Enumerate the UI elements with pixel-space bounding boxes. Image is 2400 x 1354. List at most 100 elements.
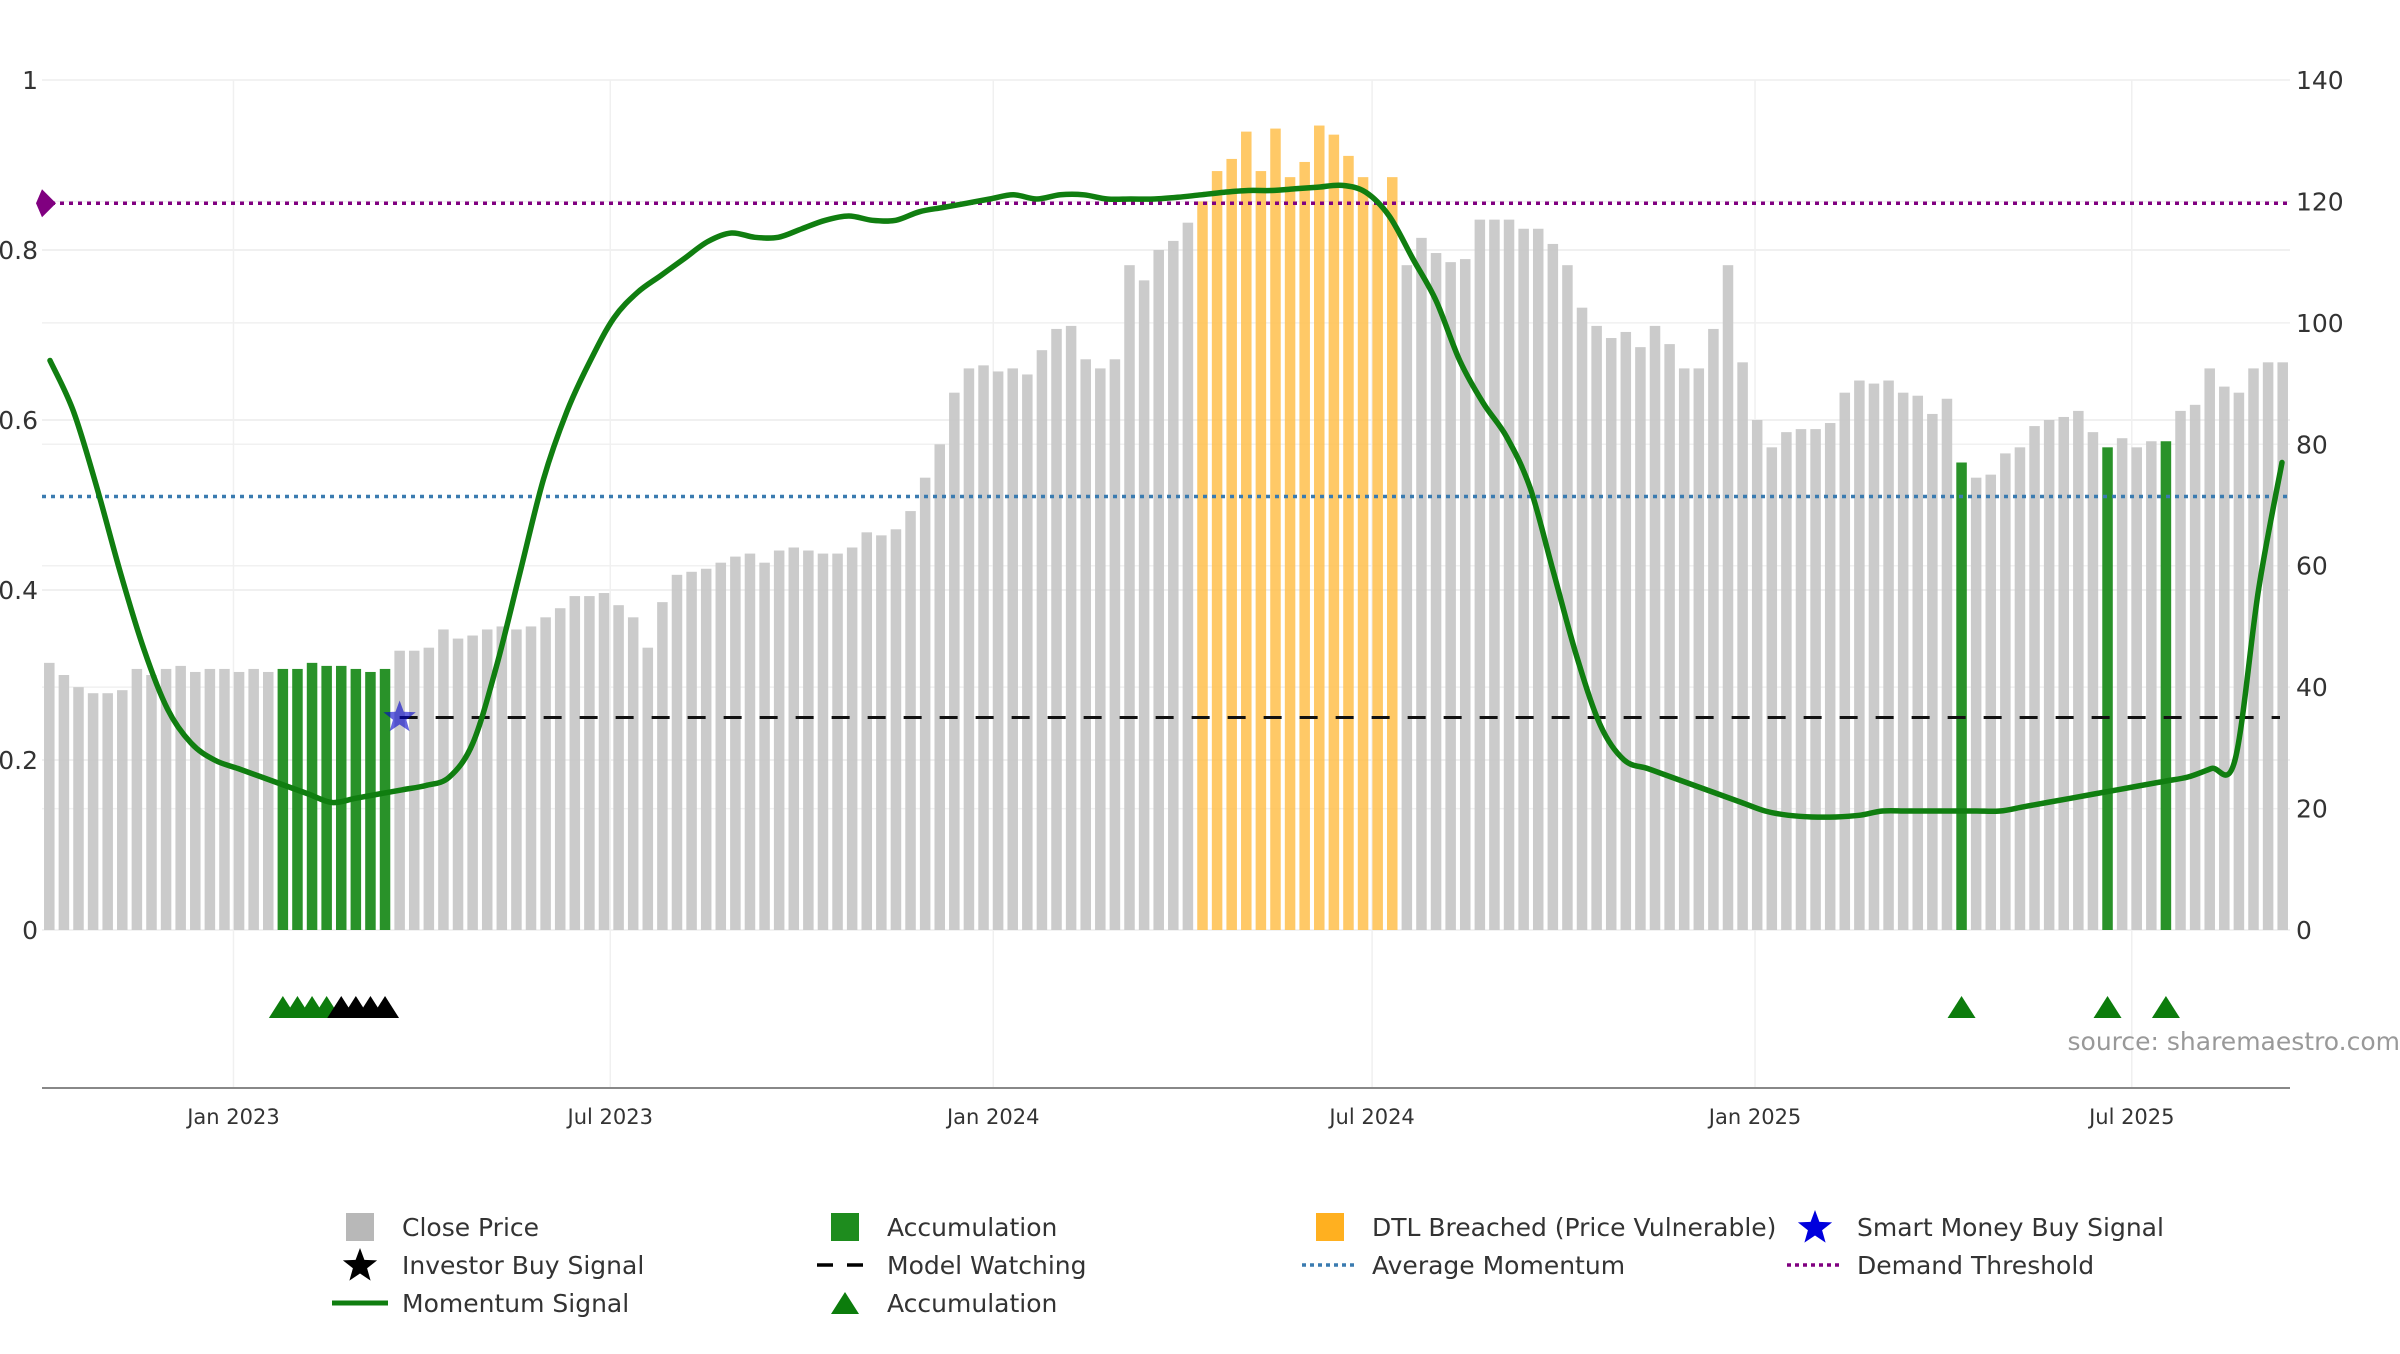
legend-swatch — [831, 1213, 859, 1241]
legend-item: Accumulation — [815, 1286, 1057, 1320]
price-bar — [526, 626, 537, 930]
dtl-breached-bar — [1197, 201, 1208, 930]
legend-symbol-star — [330, 1248, 390, 1282]
price-bar — [2073, 411, 2084, 930]
legend-label: Close Price — [402, 1213, 539, 1242]
accumulation-bar — [336, 666, 347, 930]
left-axis-tick-label: 0 — [22, 916, 38, 945]
price-bar — [949, 393, 960, 930]
price-bar — [686, 572, 697, 930]
accumulation-bar — [1956, 463, 1967, 931]
right-axis-tick-label: 100 — [2296, 309, 2344, 338]
price-bar — [628, 617, 639, 930]
price-bar — [774, 551, 785, 930]
price-bar — [1431, 253, 1442, 930]
price-bar — [1577, 308, 1588, 930]
price-bar — [818, 554, 829, 930]
legend-symbol-square — [1300, 1210, 1360, 1244]
legend-item: Close Price — [330, 1210, 539, 1244]
left-axis-tick-label: 0.2 — [0, 746, 38, 775]
price-bar — [2088, 432, 2099, 930]
legend-label: Smart Money Buy Signal — [1857, 1213, 2164, 1242]
legend-item: Demand Threshold — [1785, 1248, 2094, 1282]
price-bar — [234, 672, 245, 930]
price-bar — [1840, 393, 1851, 930]
demand-threshold-marker — [36, 189, 56, 217]
accumulation-bar — [278, 669, 289, 930]
price-bar — [1007, 368, 1018, 930]
right-axis-tick-label: 140 — [2296, 66, 2344, 95]
left-axis-tick-label: 1 — [22, 66, 38, 95]
price-bar — [1168, 241, 1179, 930]
price-bar — [934, 444, 945, 930]
investor-buy-markers — [327, 996, 399, 1018]
x-axis-tick-label: Jan 2023 — [185, 1105, 280, 1129]
price-bar — [2190, 405, 2201, 930]
price-bar — [2146, 441, 2157, 930]
price-bar — [1153, 250, 1164, 930]
dtl-breached-bar — [1270, 129, 1281, 930]
price-bar — [59, 675, 70, 930]
price-bar — [1913, 396, 1924, 930]
price-bar — [1518, 229, 1529, 930]
legend-symbol-square — [815, 1210, 875, 1244]
price-bar — [964, 368, 975, 930]
price-bar — [1942, 399, 1953, 930]
price-bar — [716, 563, 727, 930]
legend-label: Demand Threshold — [1857, 1251, 2094, 1280]
price-bar — [920, 478, 931, 930]
price-bar — [1883, 381, 1894, 930]
right-axis-tick-label: 120 — [2296, 187, 2344, 216]
price-bar — [730, 557, 741, 930]
accumulation-bar — [2161, 441, 2172, 930]
price-bar — [876, 535, 887, 930]
price-bar — [1139, 280, 1150, 930]
price-bar — [1796, 429, 1807, 930]
legend-label: Investor Buy Signal — [402, 1251, 644, 1280]
price-bar — [1124, 265, 1135, 930]
dtl-breached-bar — [1314, 126, 1325, 930]
price-bar — [511, 629, 522, 930]
legend-item: Average Momentum — [1300, 1248, 1625, 1282]
legend-label: DTL Breached (Price Vulnerable) — [1372, 1213, 1776, 1242]
price-bar — [584, 596, 595, 930]
grid-lines — [42, 80, 2290, 1088]
price-bar — [745, 554, 756, 930]
right-axis-tick-label: 0 — [2296, 916, 2312, 945]
legend-symbol-square — [330, 1210, 390, 1244]
price-bar — [1621, 332, 1632, 930]
price-bar — [905, 511, 916, 930]
legend-label: Average Momentum — [1372, 1251, 1625, 1280]
price-bar — [1825, 423, 1836, 930]
right-axis-tick-label: 80 — [2296, 430, 2328, 459]
price-bar — [1664, 344, 1675, 930]
price-bar — [497, 626, 508, 930]
accumulation-bar — [380, 669, 391, 930]
price-bar — [862, 532, 873, 930]
left-axis-tick-label: 0.4 — [0, 576, 38, 605]
price-bar — [44, 663, 55, 930]
price-bar — [1810, 429, 1821, 930]
price-bar — [175, 666, 186, 930]
price-bar — [789, 548, 800, 931]
price-bar — [1737, 362, 1748, 930]
price-bar — [1708, 329, 1719, 930]
price-bar — [2117, 438, 2128, 930]
price-bar — [832, 554, 843, 930]
price-bar — [1679, 368, 1690, 930]
price-bar — [1402, 265, 1413, 930]
price-bar — [1051, 329, 1062, 930]
price-bar — [1591, 326, 1602, 930]
x-axis-tick-label: Jul 2023 — [566, 1105, 653, 1129]
price-bar — [1475, 220, 1486, 930]
dtl-breached-bar — [1387, 177, 1398, 930]
legend-item: Investor Buy Signal — [330, 1248, 644, 1282]
price-bar — [467, 636, 478, 930]
price-bar — [759, 563, 770, 930]
price-bar — [1445, 262, 1456, 930]
price-bar — [701, 569, 712, 930]
price-bar — [248, 669, 259, 930]
price-bar — [2234, 393, 2245, 930]
price-bar — [117, 690, 128, 930]
legend-symbol-dot — [1785, 1248, 1845, 1282]
